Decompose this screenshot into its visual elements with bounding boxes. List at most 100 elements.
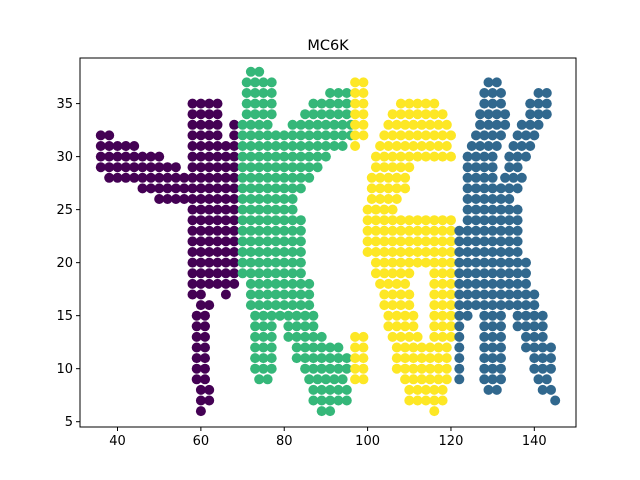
data-point [191, 353, 202, 364]
data-point [429, 310, 440, 321]
data-point [295, 289, 306, 300]
data-point [416, 141, 427, 151]
data-point [375, 183, 386, 194]
data-point [220, 236, 231, 247]
data-point [237, 236, 248, 247]
data-point [279, 268, 290, 279]
data-point [279, 215, 290, 226]
data-point [391, 183, 402, 194]
data-point [479, 172, 490, 183]
data-point [279, 300, 290, 311]
data-point [471, 151, 481, 162]
data-point [504, 278, 515, 289]
data-point [254, 172, 265, 183]
data-point [258, 77, 269, 88]
data-point [383, 278, 394, 289]
data-point [383, 194, 394, 204]
data-point [187, 204, 198, 215]
x-tick-label: 120 [439, 434, 464, 449]
data-point [483, 119, 494, 130]
data-point [546, 384, 556, 395]
data-point [358, 88, 369, 98]
data-point [204, 395, 215, 406]
data-point [329, 141, 340, 151]
data-point [229, 215, 240, 226]
data-point [487, 268, 498, 279]
data-point [287, 257, 298, 268]
data-point [329, 119, 340, 130]
data-point [491, 384, 502, 395]
data-point [162, 162, 173, 173]
data-point [404, 162, 415, 173]
data-point [420, 236, 431, 247]
data-point [262, 374, 273, 385]
data-point [446, 268, 456, 279]
data-point [279, 247, 290, 257]
data-point [546, 342, 556, 353]
data-point [212, 278, 223, 289]
data-point [496, 247, 506, 257]
data-point [200, 374, 210, 385]
data-point [479, 278, 490, 289]
data-point [312, 151, 323, 162]
data-point [245, 278, 256, 289]
data-point [279, 130, 290, 141]
data-point [446, 247, 456, 257]
data-point [496, 278, 506, 289]
data-point [462, 162, 473, 173]
data-point [504, 204, 515, 215]
data-point [454, 300, 465, 311]
data-point [404, 236, 415, 247]
data-point [437, 268, 448, 279]
data-point [145, 183, 156, 194]
data-point [170, 183, 181, 194]
data-point [262, 183, 273, 194]
data-point [487, 374, 498, 385]
data-point [479, 98, 490, 109]
data-point [429, 236, 440, 247]
data-point [262, 225, 273, 236]
data-point [287, 247, 298, 257]
data-point [241, 77, 252, 88]
data-point [383, 321, 394, 332]
data-point [337, 119, 348, 130]
x-tick-label: 140 [522, 434, 547, 449]
data-point [479, 300, 490, 311]
data-point [375, 172, 386, 183]
data-point [429, 321, 440, 332]
data-point [395, 300, 406, 311]
data-point [412, 109, 423, 120]
data-point [295, 119, 306, 130]
data-point [137, 183, 148, 194]
data-point [350, 342, 361, 353]
data-point [471, 300, 481, 311]
data-point [512, 278, 523, 289]
data-point [408, 374, 419, 385]
data-point [325, 384, 336, 395]
data-point [316, 331, 327, 342]
data-point [275, 310, 286, 321]
data-point [258, 331, 269, 342]
data-point [254, 66, 265, 77]
data-point [329, 374, 340, 385]
data-point [325, 395, 336, 406]
data-point [195, 395, 206, 406]
data-point [187, 119, 198, 130]
data-point [420, 98, 431, 109]
data-point [220, 278, 231, 289]
data-point [195, 141, 206, 151]
data-point [204, 215, 215, 226]
data-point [387, 215, 398, 226]
data-point [308, 310, 319, 321]
data-point [229, 194, 240, 204]
data-point [387, 257, 398, 268]
data-point [479, 204, 490, 215]
data-point [320, 141, 331, 151]
data-point [487, 215, 498, 226]
data-point [287, 215, 298, 226]
data-point [245, 194, 256, 204]
data-point [446, 278, 456, 289]
data-point [195, 215, 206, 226]
data-point [287, 289, 298, 300]
data-point [154, 194, 165, 204]
